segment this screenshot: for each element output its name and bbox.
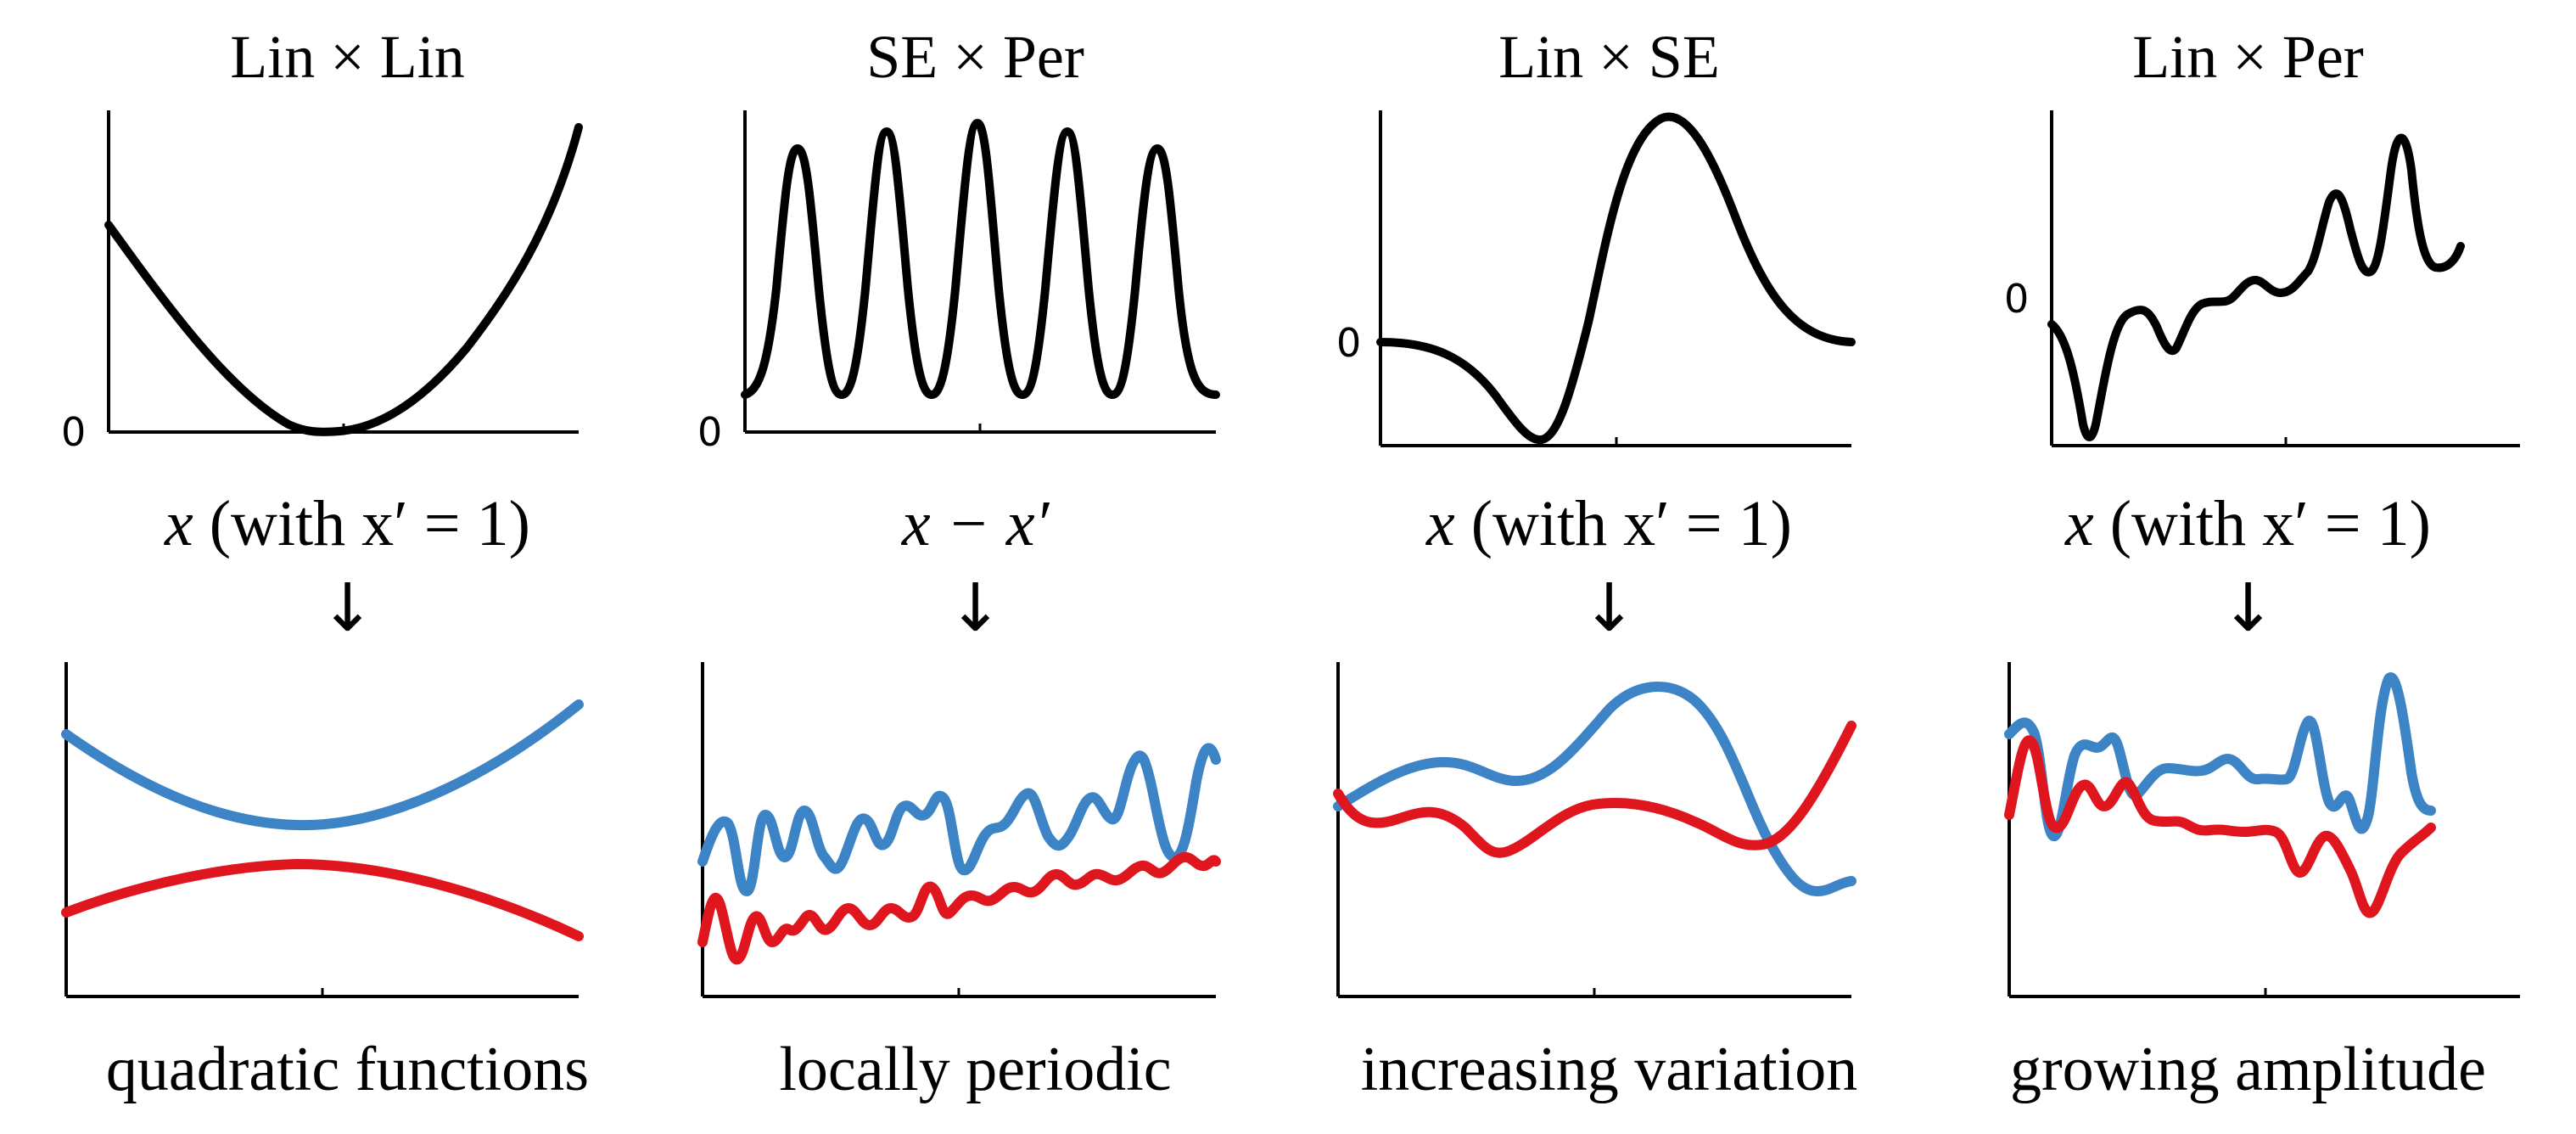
zero-label: 0	[2004, 276, 2029, 322]
sample-red	[697, 851, 1221, 965]
panel-caption: quadratic functions	[105, 1035, 590, 1104]
sample-blue	[2004, 672, 2436, 841]
down-arrow-icon: ↓	[947, 570, 1004, 647]
down-arrow-icon: ↓	[319, 570, 376, 647]
panel-lin-se: Lin × SE 0 x (with x′ = 1) ↓ increasing …	[1287, 0, 1931, 1134]
x-label-rest: (with x′ = 1)	[193, 488, 530, 559]
kernel-plot: 0	[2004, 110, 2520, 447]
kernel-curve	[2047, 133, 2465, 441]
down-arrow-icon: ↓	[1581, 570, 1638, 647]
sample-blue	[697, 743, 1221, 896]
kernel-curve	[741, 119, 1220, 399]
panel-title: SE × Per	[866, 23, 1084, 91]
sample-red	[61, 859, 584, 941]
sample-red	[1333, 721, 1856, 858]
x-axis-label: x (with x′ = 1)	[1926, 486, 2570, 562]
x-label-var: x	[1426, 488, 1455, 559]
panel-title: Lin × SE	[1498, 23, 1720, 91]
panel-caption: locally periodic	[779, 1035, 1172, 1104]
panel-title: Lin × Per	[2132, 23, 2364, 91]
x-axis-label: x (with x′ = 1)	[25, 486, 669, 562]
zero-label: 0	[697, 409, 722, 455]
down-arrow-icon: ↓	[2220, 570, 2276, 647]
samples-plot	[2004, 662, 2520, 998]
x-axis-label: x − x′	[653, 486, 1297, 562]
x-axis-label: x (with x′ = 1)	[1287, 486, 1931, 562]
panel-caption: increasing variation	[1360, 1035, 1858, 1104]
samples-plot	[61, 662, 584, 998]
kernel-curve	[104, 123, 583, 436]
panel-title: Lin × Lin	[230, 23, 465, 91]
samples-plot	[697, 662, 1221, 998]
kernel-curve	[1376, 112, 1856, 445]
zero-label: 0	[61, 409, 86, 455]
kernel-plot: 0	[61, 110, 583, 455]
x-label-rest: (with x′ = 1)	[2093, 488, 2431, 559]
zero-label: 0	[1336, 320, 1361, 366]
panel-se-per: SE × Per 0 x − x′ ↓ locally periodic	[653, 0, 1297, 1134]
x-label-var: x − x′	[901, 488, 1050, 559]
kernel-plot: 0	[1336, 110, 1856, 447]
samples-plot	[1333, 662, 1856, 998]
kernel-plot: 0	[697, 110, 1220, 455]
x-label-var: x	[165, 488, 193, 559]
sample-blue	[61, 699, 584, 831]
panel-caption: growing amplitude	[2009, 1035, 2487, 1104]
x-label-rest: (with x′ = 1)	[1454, 488, 1792, 559]
panel-lin-per: Lin × Per 0 x (with x′ = 1) ↓ growing am…	[1926, 0, 2570, 1134]
x-label-var: x	[2065, 488, 2094, 559]
sample-red	[2004, 735, 2436, 918]
sample-blue	[1333, 682, 1856, 896]
panel-lin-lin: Lin × Lin 0 x (with x′ = 1) ↓ quadratic …	[25, 0, 669, 1134]
